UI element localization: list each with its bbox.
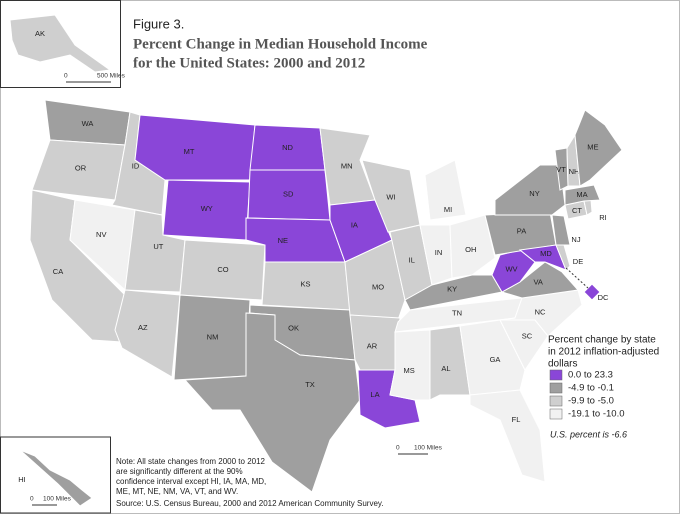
legend-swatch — [549, 382, 563, 394]
legend-swatch — [549, 408, 563, 420]
state-label: IN — [435, 248, 443, 257]
state — [574, 109, 623, 187]
state-label: TN — [452, 308, 462, 317]
state — [459, 319, 526, 396]
state — [551, 214, 571, 246]
state-label: VA — [533, 278, 542, 287]
legend-label: -4.9 to -0.1 — [568, 383, 614, 394]
state-label: NV — [96, 230, 106, 239]
scale-zero: 0 — [64, 73, 68, 80]
state-label: NE — [278, 236, 288, 245]
state-label: MI — [444, 205, 452, 214]
state-label: WI — [386, 192, 395, 201]
state-label: MS — [404, 366, 415, 375]
state — [114, 289, 181, 378]
state-label: LA — [370, 390, 379, 399]
state-label: CO — [217, 265, 228, 274]
state-label: NM — [207, 333, 219, 342]
state — [134, 114, 256, 181]
state-label: OH — [465, 245, 476, 254]
state-label: FL — [512, 415, 521, 424]
state-label: NH — [569, 167, 580, 176]
state-label: WA — [82, 119, 94, 128]
dc-leader — [565, 267, 589, 289]
state — [424, 159, 467, 221]
note: ME, MT, NE, NM, VA, VT, and WV. — [116, 487, 238, 496]
legend-label: -9.9 to -5.0 — [568, 396, 614, 407]
state-label: ME — [587, 143, 598, 152]
legend-swatch — [549, 395, 563, 407]
state-label: KY — [447, 284, 457, 293]
state-label: CA — [53, 267, 63, 276]
state-label: AL — [441, 364, 450, 373]
title: for the United States: 2000 and 2012 — [133, 55, 365, 71]
state-label: NJ — [571, 235, 580, 244]
state-label: MT — [184, 147, 195, 156]
title: Percent Change in Median Household Incom… — [133, 36, 428, 52]
state — [518, 244, 567, 271]
state-label: NY — [529, 189, 539, 198]
legend-title: in 2012 inflation-adjusted — [548, 347, 659, 358]
state — [9, 14, 112, 73]
state — [429, 325, 471, 401]
state-label: DE — [573, 257, 583, 266]
state — [344, 239, 406, 321]
state — [19, 449, 93, 507]
legend-swatch — [549, 369, 563, 381]
scale-zero: 0 — [396, 445, 400, 452]
note: confidence interval except HI, IA, MA, M… — [116, 477, 266, 486]
state-label: TX — [305, 380, 315, 389]
legend-label: -19.1 to -10.0 — [568, 409, 625, 420]
source: Source: U.S. Census Bureau, 2000 and 201… — [116, 499, 384, 508]
state-label: MO — [372, 282, 384, 291]
state-label: WV — [505, 264, 517, 273]
state-label: PA — [517, 227, 526, 236]
state-label: ID — [132, 161, 140, 170]
note: Note: All state changes from 2000 to 201… — [116, 457, 266, 466]
state — [469, 389, 546, 483]
state — [183, 312, 361, 493]
state-label: KS — [300, 280, 310, 289]
us-note: U.S. percent is -6.6 — [550, 429, 627, 439]
state-label: CT — [572, 206, 582, 215]
state-label: UT — [153, 242, 163, 251]
state-label: SD — [283, 189, 294, 198]
scale-zero: 0 — [30, 496, 34, 503]
state-label: GA — [490, 355, 501, 364]
state-label: HI — [18, 475, 26, 484]
state-label: MD — [540, 249, 552, 258]
state-label: MA — [576, 190, 587, 199]
state-label: AR — [367, 342, 378, 351]
state-label: DC — [598, 293, 609, 302]
state-label: WY — [201, 204, 213, 213]
state-label: SC — [522, 331, 533, 340]
state-label: NC — [535, 307, 546, 316]
scale-label: 100 Miles — [43, 496, 72, 503]
legend-title: dollars — [548, 359, 577, 370]
legend-title: Percent change by state — [548, 335, 656, 346]
legend-label: 0.0 to 23.3 — [568, 370, 613, 381]
state — [564, 184, 601, 206]
state-label: IA — [351, 220, 358, 229]
figure-label: Figure 3. — [133, 16, 184, 31]
scale-label: 100 Miles — [414, 445, 443, 452]
state — [449, 214, 496, 279]
state-label: AZ — [138, 323, 148, 332]
state-label: OR — [75, 164, 87, 173]
state-label: RI — [599, 213, 607, 222]
state-label: AK — [35, 29, 45, 38]
note: are significantly different at the 90% — [116, 467, 243, 476]
state-label: ND — [282, 143, 293, 152]
state-label: MN — [341, 161, 353, 170]
scale-label: 500 Miles — [97, 73, 126, 80]
state — [389, 329, 431, 401]
state-label: IL — [409, 255, 415, 264]
state-label: VT — [556, 165, 566, 174]
state-label: OK — [288, 323, 299, 332]
